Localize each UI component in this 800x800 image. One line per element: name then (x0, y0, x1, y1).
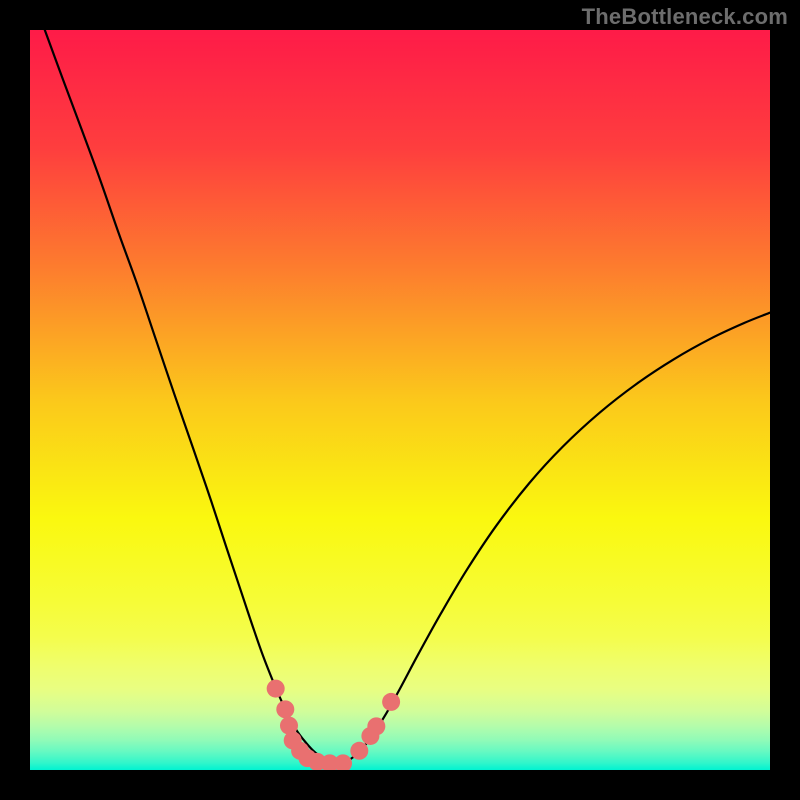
marker-dot (267, 680, 285, 698)
bottleneck-curve (45, 30, 770, 764)
marker-dot (367, 717, 385, 735)
chart-container: TheBottleneck.com (0, 0, 800, 800)
watermark-text: TheBottleneck.com (582, 4, 788, 30)
curve-layer (30, 30, 770, 770)
plot-area (30, 30, 770, 770)
marker-dot (382, 693, 400, 711)
marker-dot (350, 742, 368, 760)
marker-dot (276, 700, 294, 718)
marker-dot (334, 754, 352, 770)
